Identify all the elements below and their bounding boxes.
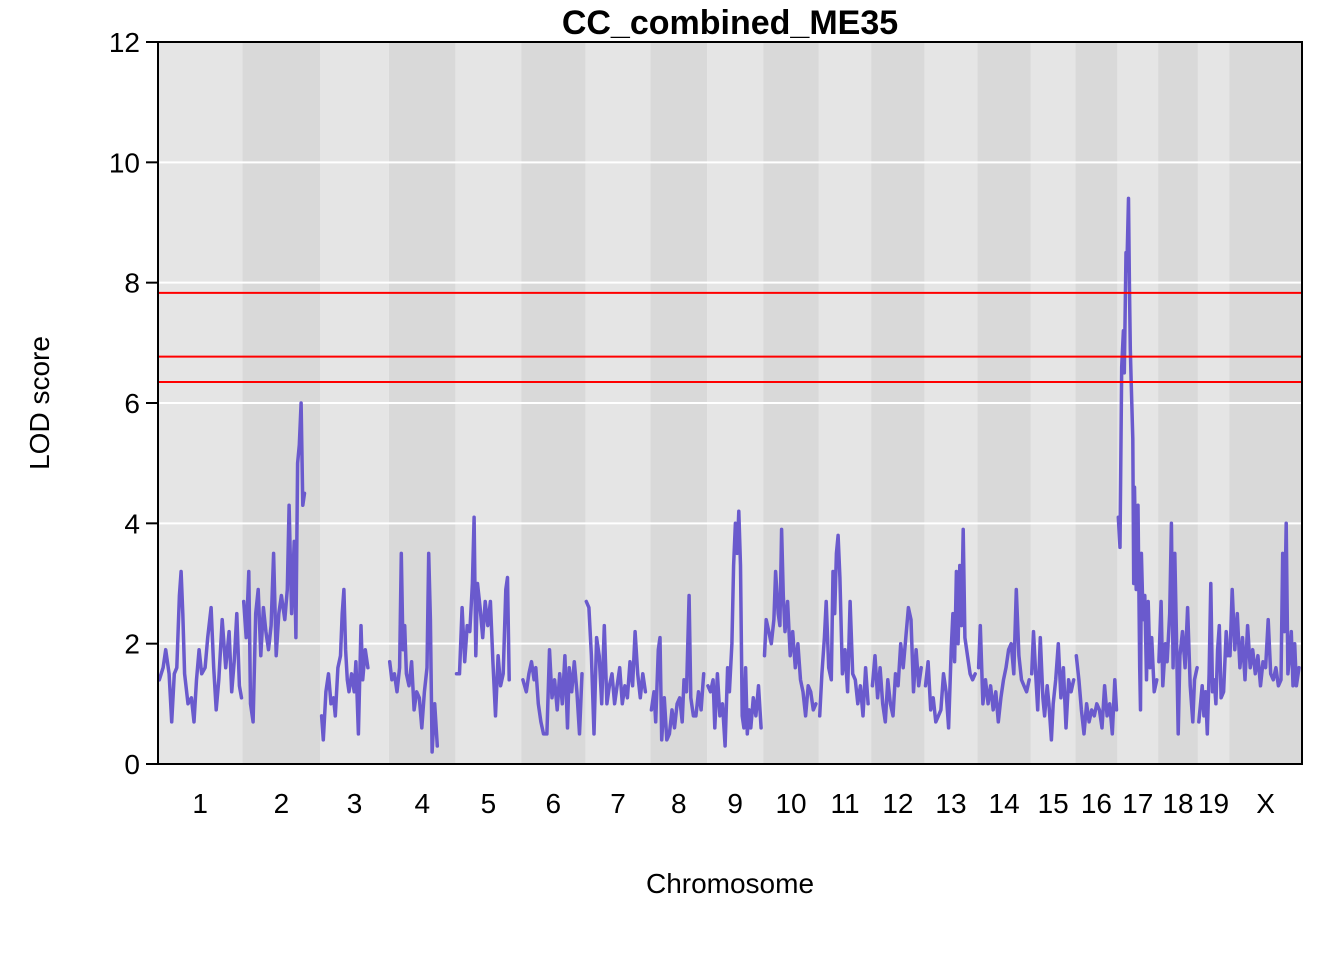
x-tick-label-chr-4: 4	[414, 788, 430, 819]
y-tick-label-12: 12	[109, 27, 140, 58]
lod-segment-11	[817, 533, 870, 718]
x-tick-label-chr-9: 9	[727, 788, 743, 819]
lod-segment-5	[454, 515, 511, 718]
lod-segment-1	[157, 569, 244, 724]
x-tick-label-chr-6: 6	[546, 788, 562, 819]
x-tick-label-chr-13: 13	[935, 788, 966, 819]
lod-curve	[157, 196, 1301, 754]
x-tick-label-chr-7: 7	[610, 788, 626, 819]
x-axis: 1 2 3 4 5 6 7 8 9 10 11 12 13 14 15 16 17 18 19 X	[192, 788, 1275, 819]
lod-segment-18	[1157, 521, 1199, 736]
lod-segment-9	[706, 509, 763, 748]
y-tick-label-2: 2	[124, 629, 140, 660]
x-tick-label-chr-16: 16	[1081, 788, 1112, 819]
lod-segment-15	[1029, 629, 1076, 742]
lod-segment-X	[1228, 521, 1301, 688]
y-tick-label-0: 0	[124, 749, 140, 780]
chart-title: CC_combined_ME35	[562, 4, 898, 42]
x-tick-label-chr-17: 17	[1122, 788, 1153, 819]
lod-segment-12	[870, 605, 923, 724]
x-tick-label-chr-1: 1	[192, 788, 208, 819]
x-axis-label: Chromosome	[646, 868, 814, 899]
y-tick-label-8: 8	[124, 268, 140, 299]
lod-segment-17	[1116, 196, 1159, 712]
x-tick-label-chr-8: 8	[671, 788, 687, 819]
x-tick-label-chr-15: 15	[1038, 788, 1069, 819]
x-tick-label-chr-11: 11	[830, 788, 859, 819]
lod-segment-10	[762, 527, 818, 718]
x-tick-label-chr-19: 19	[1198, 788, 1229, 819]
gridlines	[158, 161, 1302, 645]
x-tick-label-chr-18: 18	[1162, 788, 1193, 819]
x-tick-label-chr-X: X	[1256, 788, 1275, 819]
lod-segment-13	[923, 527, 977, 730]
lod-segment-8	[649, 593, 706, 742]
x-tick-label-chr-3: 3	[347, 788, 363, 819]
lod-segment-3	[319, 587, 370, 742]
lod-segment-16	[1074, 653, 1119, 736]
lod-segment-7	[584, 599, 648, 736]
lod-segment-6	[521, 647, 584, 736]
lod-segment-14	[976, 587, 1031, 724]
y-tick-label-4: 4	[124, 508, 140, 539]
x-tick-label-chr-12: 12	[882, 788, 913, 819]
x-tick-label-chr-10: 10	[775, 788, 806, 819]
y-tick-label-10: 10	[109, 147, 140, 178]
lod-segment-19	[1197, 581, 1230, 736]
lod-segment-4	[387, 551, 440, 754]
x-tick-label-chr-2: 2	[274, 788, 290, 819]
y-axis: 0 2 4 6 8 10 12	[109, 27, 158, 780]
y-tick-label-6: 6	[124, 388, 140, 419]
lod-segment-2	[241, 401, 307, 724]
x-tick-label-chr-5: 5	[481, 788, 497, 819]
y-axis-label: LOD score	[24, 336, 55, 470]
threshold-lines	[158, 291, 1302, 383]
x-tick-label-chr-14: 14	[989, 788, 1020, 819]
